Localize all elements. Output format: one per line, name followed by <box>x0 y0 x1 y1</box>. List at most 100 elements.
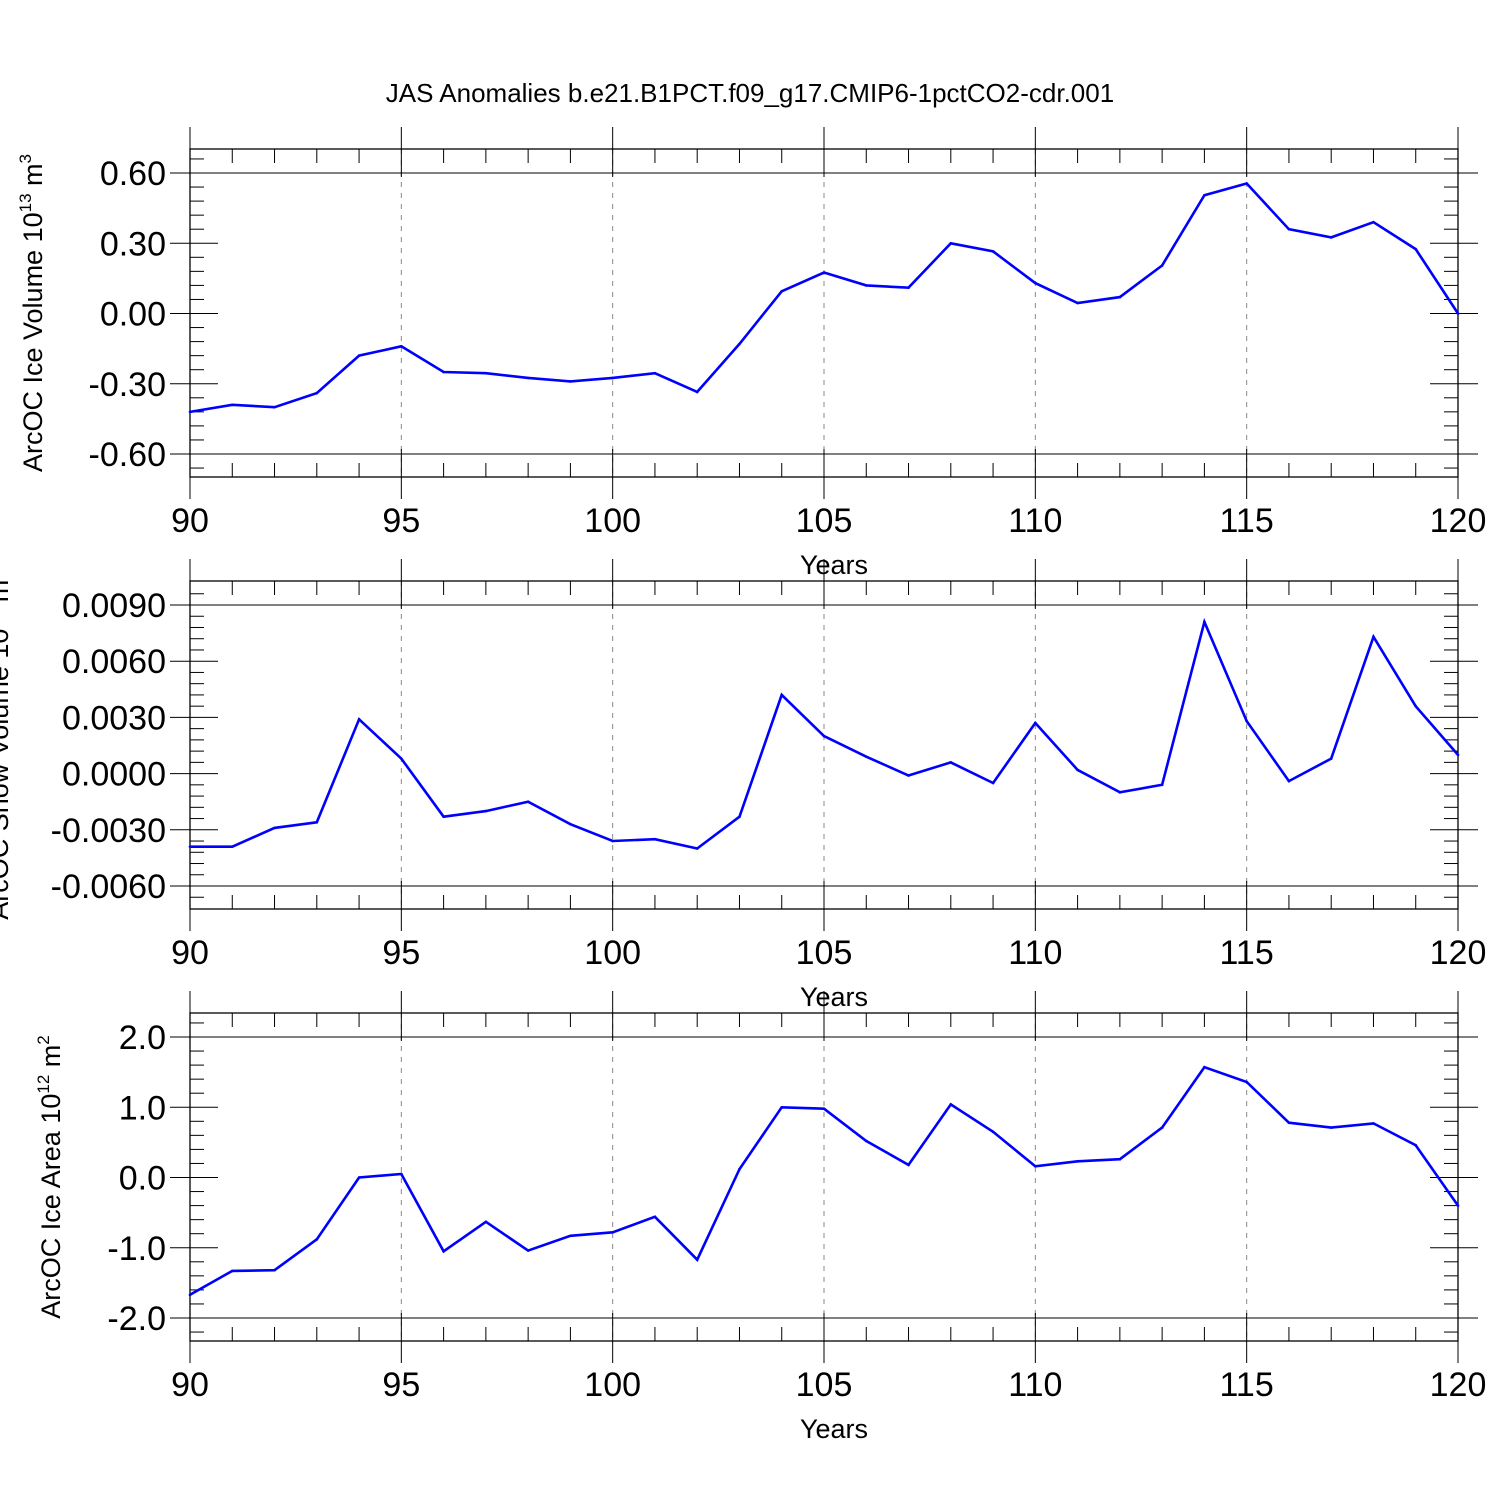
data-point <box>991 781 995 785</box>
x-tick-label: 120 <box>1430 1366 1487 1404</box>
data-point <box>611 1230 614 1234</box>
data-point <box>400 344 403 348</box>
y-axis-label: ArcOC Snow Volume 1013 m3 <box>0 570 14 920</box>
x-tick-label: 110 <box>1008 502 1062 540</box>
x-tick-label: 90 <box>171 934 209 972</box>
data-point <box>188 1293 192 1297</box>
data-point <box>780 289 784 293</box>
data-point <box>1203 620 1206 624</box>
data-point <box>188 410 192 414</box>
data-point <box>1287 227 1291 231</box>
data-point <box>569 822 572 826</box>
data-point <box>315 391 319 395</box>
data-point <box>1118 295 1122 299</box>
data-point <box>1287 1121 1291 1125</box>
data-point <box>949 761 953 764</box>
x-tick-label: 100 <box>584 934 641 972</box>
data-point <box>822 1107 826 1110</box>
data-point <box>907 774 910 777</box>
data-point <box>864 1139 868 1143</box>
data-point <box>357 354 361 357</box>
data-point <box>357 717 361 721</box>
data-point <box>991 1130 995 1134</box>
data-point <box>1245 182 1248 185</box>
data-point <box>1118 791 1122 794</box>
data-point <box>1456 312 1460 315</box>
data-point <box>1287 779 1291 783</box>
y-tick-label: 2.0 <box>119 1019 166 1057</box>
x-tick-label: 95 <box>382 1366 420 1404</box>
x-tick-label: 95 <box>382 502 420 540</box>
x-tick-label: 115 <box>1220 502 1274 540</box>
y-tick-label: 0.60 <box>100 155 166 193</box>
x-tick-label: 115 <box>1220 1366 1274 1404</box>
data-point <box>357 1176 361 1179</box>
data-point <box>695 847 699 850</box>
data-point <box>822 734 826 738</box>
x-axis-label: Years <box>800 550 868 580</box>
data-point <box>991 250 995 253</box>
x-tick-label: 120 <box>1430 934 1487 972</box>
y-axis-label: ArcOC Ice Volume 1013 m3 <box>16 154 48 472</box>
data-point <box>780 693 784 697</box>
data-point <box>1160 264 1164 267</box>
data-point <box>484 371 488 375</box>
y-tick-label: 0.30 <box>100 225 166 263</box>
data-point <box>484 809 488 813</box>
y-tick-label: 1.0 <box>119 1089 166 1127</box>
x-tick-label: 100 <box>584 1366 641 1404</box>
data-point <box>315 1238 319 1241</box>
panel-3: 2.0 1.0 0.0 -1.0 -2.090 95 100 105 110 115 120 Year… <box>34 991 1486 1444</box>
data-point <box>1160 1126 1164 1129</box>
data-point <box>949 241 953 245</box>
y-axis-label: ArcOC Ice Area 1012 m2 <box>34 1035 66 1319</box>
panel-2: 0.0090 0.0060 0.0030 0.0000 -0.0030 -0.006090… <box>0 559 1486 1012</box>
data-point <box>1372 635 1375 639</box>
data-point <box>1329 1126 1333 1129</box>
data-point <box>1329 236 1333 239</box>
data-point <box>653 1215 657 1219</box>
data-point <box>1414 704 1418 708</box>
data-point <box>1456 1204 1460 1207</box>
chart-title: JAS Anomalies b.e21.B1PCT.f09_g17.CMIP6-… <box>385 78 1115 108</box>
data-point <box>695 1258 699 1261</box>
y-tick-label: -0.30 <box>89 366 167 404</box>
data-point <box>1118 1157 1122 1161</box>
x-axis-label: Years <box>800 982 868 1012</box>
data-point <box>400 1172 403 1176</box>
x-tick-label: 110 <box>1008 1366 1062 1404</box>
data-point <box>1034 281 1037 285</box>
data-point <box>273 405 276 409</box>
data-point <box>1245 719 1248 723</box>
y-tick-label: -0.0060 <box>51 868 166 906</box>
y-tick-label: 0.0060 <box>62 643 166 681</box>
data-point <box>1414 1143 1418 1147</box>
data-point <box>442 815 445 818</box>
data-point <box>1203 193 1206 197</box>
x-tick-label: 110 <box>1008 934 1062 972</box>
data-point <box>864 284 868 287</box>
x-tick-label: 120 <box>1430 502 1487 540</box>
x-tick-label: 115 <box>1220 934 1274 972</box>
data-point <box>1414 247 1418 251</box>
data-point <box>273 826 276 830</box>
data-point <box>442 1249 445 1253</box>
data-point <box>822 271 826 274</box>
data-point <box>653 371 657 375</box>
x-axis-label: Years <box>800 1414 868 1444</box>
data-point <box>1372 1122 1375 1125</box>
x-tick-label: 95 <box>382 934 420 972</box>
data-point <box>1034 721 1037 725</box>
data-point <box>1203 1065 1206 1069</box>
data-point <box>188 845 192 848</box>
data-point <box>569 380 572 383</box>
data-point <box>569 1234 572 1238</box>
data-point <box>1329 757 1333 760</box>
y-tick-label: -0.60 <box>89 436 167 474</box>
x-tick-label: 90 <box>171 502 209 540</box>
y-tick-label: 0.0000 <box>62 756 166 794</box>
data-point <box>1372 220 1375 224</box>
y-tick-label: -0.0030 <box>51 812 166 850</box>
data-point <box>230 1269 234 1273</box>
